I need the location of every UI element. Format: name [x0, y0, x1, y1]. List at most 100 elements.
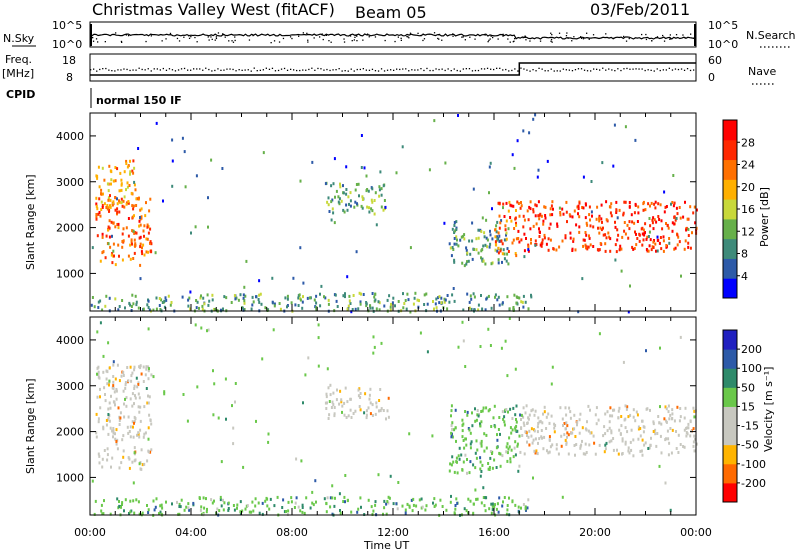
nsearch-dot [462, 36, 464, 38]
data-cell [533, 413, 536, 417]
data-cell [105, 419, 108, 422]
data-cell [269, 497, 272, 501]
data-cell [499, 432, 501, 436]
data-cell [140, 250, 143, 254]
colorbar-tick-label: 200 [741, 343, 762, 356]
data-cell [237, 298, 240, 302]
nsearch-dot [343, 41, 346, 43]
data-cell [673, 215, 676, 219]
data-cell [264, 306, 267, 310]
data-cell [523, 255, 526, 259]
nsearch-dot [641, 33, 643, 36]
data-cell [132, 257, 135, 260]
data-cell [234, 400, 236, 404]
data-cell [524, 430, 527, 434]
data-cell [335, 299, 338, 303]
data-cell [670, 451, 673, 455]
data-cell [126, 165, 129, 169]
data-cell [523, 218, 526, 222]
data-cell [651, 218, 654, 222]
data-cell [642, 202, 645, 206]
data-cell [148, 413, 151, 417]
nsearch-dot [215, 37, 218, 40]
data-cell [124, 383, 127, 387]
data-cell [373, 199, 376, 202]
data-cell [453, 231, 456, 234]
data-cell [128, 430, 131, 433]
data-cell [604, 432, 607, 436]
data-cell [670, 202, 672, 206]
data-cell [404, 508, 407, 512]
data-cell [99, 387, 101, 391]
data-cell [116, 212, 118, 216]
data-cell [397, 300, 400, 303]
data-cell [613, 408, 616, 412]
data-cell [114, 225, 117, 229]
data-cell [370, 198, 373, 202]
data-cell [236, 506, 238, 510]
data-cell [677, 451, 680, 454]
data-cell [632, 247, 635, 251]
data-cell [128, 512, 130, 515]
data-cell [412, 503, 415, 507]
data-cell [479, 422, 481, 426]
data-cell [186, 419, 189, 423]
data-cell [675, 430, 677, 433]
data-cell [182, 393, 185, 396]
data-cell [592, 245, 595, 248]
data-cell [446, 294, 449, 297]
nsearch-dot [222, 33, 224, 35]
data-cell [488, 466, 491, 469]
nave-dot [156, 68, 158, 70]
data-cell [500, 346, 503, 350]
colorbar-segment [723, 463, 737, 484]
nave-dot [462, 68, 464, 70]
data-cell [518, 296, 521, 300]
data-cell [433, 307, 435, 311]
data-cell [171, 502, 173, 506]
data-cell [369, 401, 372, 405]
data-cell [562, 424, 564, 427]
data-cell [121, 503, 123, 506]
data-cell [329, 496, 332, 500]
data-cell [466, 413, 469, 417]
nsearch-dot [232, 41, 235, 43]
data-cell [496, 249, 499, 253]
data-cell [687, 426, 690, 430]
nave-dot [277, 69, 280, 72]
data-cell [562, 212, 565, 216]
data-cell [142, 380, 145, 383]
data-cell [139, 245, 142, 249]
data-cell [345, 203, 348, 207]
data-cell [125, 226, 128, 230]
data-cell [579, 445, 582, 448]
nsearch-dot [328, 40, 330, 42]
data-cell [108, 419, 111, 423]
data-cell [685, 228, 688, 232]
nsearch-dot [489, 38, 491, 40]
data-cell [411, 509, 414, 513]
data-cell [668, 441, 671, 445]
data-cell [108, 379, 111, 383]
data-cell [673, 247, 676, 251]
data-cell [658, 241, 661, 245]
data-cell [473, 295, 476, 299]
data-cell [507, 209, 510, 213]
data-cell [662, 239, 665, 243]
data-cell [295, 496, 298, 500]
data-cell [453, 237, 456, 240]
colorbar-segment [723, 368, 737, 388]
data-cell [203, 302, 206, 306]
data-cell [131, 392, 134, 396]
data-cell [146, 237, 149, 241]
data-cell [658, 464, 661, 468]
data-cell [573, 444, 576, 447]
data-cell [632, 415, 635, 419]
data-cell [359, 300, 362, 304]
nsearch-dot [423, 38, 426, 40]
data-cell [557, 452, 560, 456]
data-cell [285, 510, 287, 513]
data-cell [506, 247, 509, 251]
data-cell [465, 249, 468, 253]
